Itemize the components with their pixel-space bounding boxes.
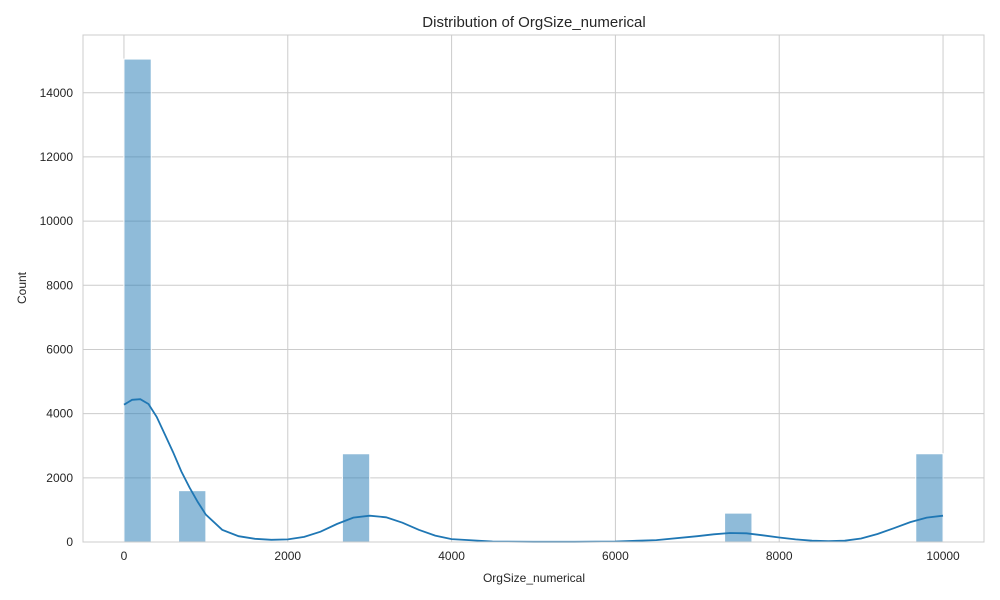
y-axis-label: Count — [15, 271, 29, 304]
histogram-bar — [915, 453, 944, 543]
histogram-bars — [123, 58, 944, 543]
chart-title: Distribution of OrgSize_numerical — [422, 14, 645, 31]
x-tick-label: 10000 — [926, 549, 960, 563]
x-tick-label: 0 — [121, 549, 128, 563]
y-tick-label: 6000 — [46, 342, 73, 356]
x-tick-label: 2000 — [274, 549, 301, 563]
histogram-bar — [178, 490, 207, 543]
y-tick-label: 0 — [66, 535, 73, 549]
y-tick-label: 14000 — [40, 86, 74, 100]
y-axis-ticks: 0 2000 4000 6000 8000 10000 12000 14000 — [40, 86, 74, 549]
y-tick-label: 12000 — [40, 150, 74, 164]
plot-frame — [82, 34, 985, 543]
histogram-bar — [123, 58, 152, 543]
x-tick-label: 6000 — [602, 549, 629, 563]
kde-curve — [123, 398, 944, 543]
y-tick-label: 10000 — [40, 214, 74, 228]
x-axis-label: OrgSize_numerical — [483, 571, 585, 585]
histogram-bar — [724, 512, 753, 543]
y-tick-label: 8000 — [46, 278, 73, 292]
grid-lines — [83, 35, 984, 543]
y-tick-label: 2000 — [46, 471, 73, 485]
x-axis-ticks: 0 2000 4000 6000 8000 10000 — [121, 549, 960, 563]
histogram-bar — [341, 453, 371, 543]
y-tick-label: 4000 — [46, 407, 73, 421]
x-tick-label: 4000 — [438, 549, 465, 563]
x-tick-label: 8000 — [766, 549, 793, 563]
